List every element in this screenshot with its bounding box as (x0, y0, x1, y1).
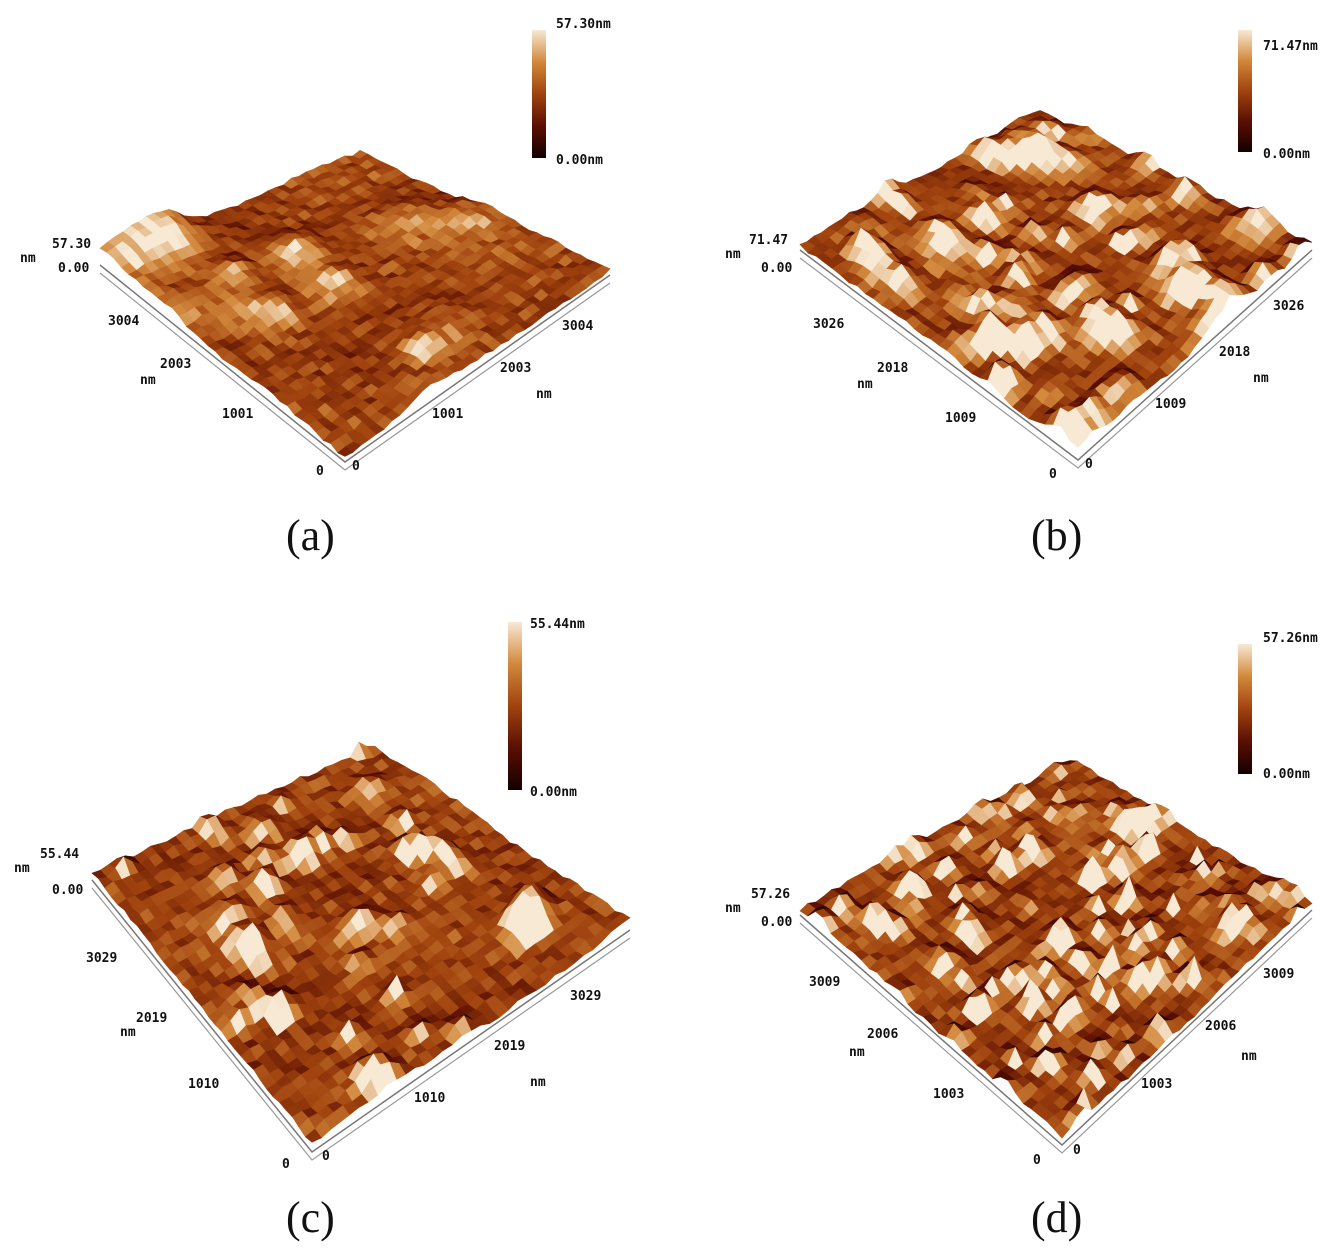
z-axis-min-label: 0.00 (761, 915, 792, 930)
afm-panel-b: 71.47nm 0.00nm nm 71.47 0.00 3026 2018 n… (669, 0, 1338, 625)
colorbar-gradient (508, 622, 522, 790)
afm-surface (99, 149, 611, 471)
axis-frame (799, 249, 1313, 461)
right-axis-tick: 1003 (1141, 1077, 1172, 1092)
colorbar-max-label: 55.44nm (530, 617, 585, 632)
colorbar (532, 30, 546, 158)
colorbar-gradient (1238, 30, 1252, 152)
afm-surface (799, 110, 1313, 469)
z-axis-max-label: 55.44 (40, 847, 79, 862)
afm-panel-c: 55.44nm 0.00nm nm 55.44 0.00 3029 2019 n… (0, 600, 669, 1242)
z-axis-max-label: 57.30 (52, 237, 91, 252)
afm-figure-b: 71.47nm 0.00nm nm 71.47 0.00 3026 2018 n… (725, 30, 1318, 482)
right-axis-unit: nm (1253, 371, 1269, 386)
right-axis-tick: 1010 (414, 1091, 445, 1106)
right-axis-tick: 2018 (1219, 345, 1250, 360)
colorbar-min-label: 0.00nm (1263, 767, 1310, 782)
panel-caption: (c) (286, 1193, 335, 1242)
right-axis-tick: 3029 (570, 989, 601, 1004)
left-axis-unit: nm (140, 373, 156, 388)
left-axis-tick: 0 (316, 464, 324, 479)
afm-surface (799, 760, 1313, 1154)
z-axis-min-label: 0.00 (58, 261, 89, 276)
left-axis-tick: 2006 (867, 1027, 898, 1042)
z-axis-unit: nm (725, 247, 741, 262)
right-axis-tick: 0 (352, 459, 360, 474)
colorbar-min-label: 0.00nm (556, 153, 603, 168)
left-axis-tick: 1001 (222, 407, 253, 422)
left-axis-tick: 2019 (136, 1011, 167, 1026)
left-axis-unit: nm (120, 1025, 136, 1040)
axis-frame-lower (799, 257, 1313, 469)
left-axis-tick: 1010 (188, 1077, 219, 1092)
surface-facet (1053, 1122, 1070, 1139)
axis-frame-lower (799, 917, 1313, 1154)
panel-caption: (b) (1031, 511, 1083, 560)
left-axis-tick: 2003 (160, 357, 191, 372)
axis-frame (99, 264, 611, 463)
panel-caption: (a) (286, 511, 335, 560)
z-axis-max-label: 57.26 (751, 887, 790, 902)
right-axis-tick: 3004 (562, 319, 593, 334)
left-axis-tick: 3026 (813, 317, 844, 332)
right-axis-tick: 3026 (1273, 299, 1304, 314)
left-axis-tick: 1003 (933, 1087, 964, 1102)
afm-panel-a: 57.30nm 0.00nm nm 57.30 0.00 3004 2003 n… (0, 0, 669, 625)
axis-frame (799, 909, 1313, 1147)
left-axis-tick: 3004 (108, 314, 139, 329)
left-axis-unit: nm (857, 377, 873, 392)
right-axis-unit: nm (530, 1075, 546, 1090)
colorbar-gradient (1238, 644, 1252, 774)
left-axis-tick: 0 (1049, 467, 1057, 482)
axis-frame (91, 879, 631, 1154)
colorbar-min-label: 0.00nm (530, 785, 577, 800)
surface-facet (337, 446, 354, 457)
z-axis-max-label: 71.47 (749, 233, 788, 248)
left-axis-tick: 0 (282, 1157, 290, 1172)
z-axis-min-label: 0.00 (761, 261, 792, 276)
left-axis-tick: 1009 (945, 411, 976, 426)
colorbar-gradient (532, 30, 546, 158)
colorbar (508, 622, 522, 790)
z-axis-unit: nm (14, 861, 30, 876)
right-axis-tick: 0 (1073, 1143, 1081, 1158)
colorbar-max-label: 57.26nm (1263, 631, 1318, 646)
afm-figure-c: 55.44nm 0.00nm nm 55.44 0.00 3029 2019 n… (14, 617, 631, 1172)
colorbar (1238, 30, 1252, 152)
afm-figure-d: 57.26nm 0.00nm nm 57.26 0.00 3009 2006 n… (725, 631, 1318, 1168)
z-axis-min-label: 0.00 (52, 883, 83, 898)
left-axis-tick: 0 (1033, 1153, 1041, 1168)
right-axis-tick: 2003 (500, 361, 531, 376)
colorbar-max-label: 57.30nm (556, 17, 611, 32)
left-axis-tick: 3009 (809, 975, 840, 990)
colorbar-max-label: 71.47nm (1263, 39, 1318, 54)
surface-facet (1069, 423, 1086, 448)
right-axis-tick: 1009 (1155, 397, 1186, 412)
colorbar-min-label: 0.00nm (1263, 147, 1310, 162)
afm-surface (91, 741, 631, 1161)
z-axis-unit: nm (20, 251, 36, 266)
right-axis-tick: 0 (1085, 457, 1093, 472)
panel-caption: (d) (1031, 1193, 1083, 1242)
afm-figure-a: 57.30nm 0.00nm nm 57.30 0.00 3004 2003 n… (20, 17, 611, 479)
surface-facet (305, 1128, 322, 1143)
left-axis-tick: 2018 (877, 361, 908, 376)
axis-frame-lower (99, 272, 611, 471)
right-axis-tick: 2019 (494, 1039, 525, 1054)
colorbar (1238, 644, 1252, 774)
afm-panel-d: 57.26nm 0.00nm nm 57.26 0.00 3009 2006 n… (669, 600, 1338, 1242)
right-axis-tick: 2006 (1205, 1019, 1236, 1034)
left-axis-tick: 3029 (86, 951, 117, 966)
right-axis-tick: 1001 (432, 407, 463, 422)
axis-frame-lower (91, 887, 631, 1161)
right-axis-unit: nm (1241, 1049, 1257, 1064)
z-axis-unit: nm (725, 901, 741, 916)
right-axis-tick: 0 (322, 1149, 330, 1164)
right-axis-tick: 3009 (1263, 967, 1294, 982)
right-axis-unit: nm (536, 387, 552, 402)
left-axis-unit: nm (849, 1045, 865, 1060)
